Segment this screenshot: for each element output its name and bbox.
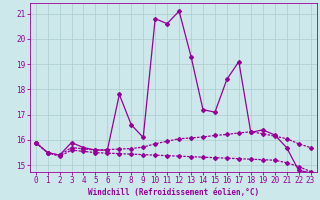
- X-axis label: Windchill (Refroidissement éolien,°C): Windchill (Refroidissement éolien,°C): [88, 188, 259, 197]
